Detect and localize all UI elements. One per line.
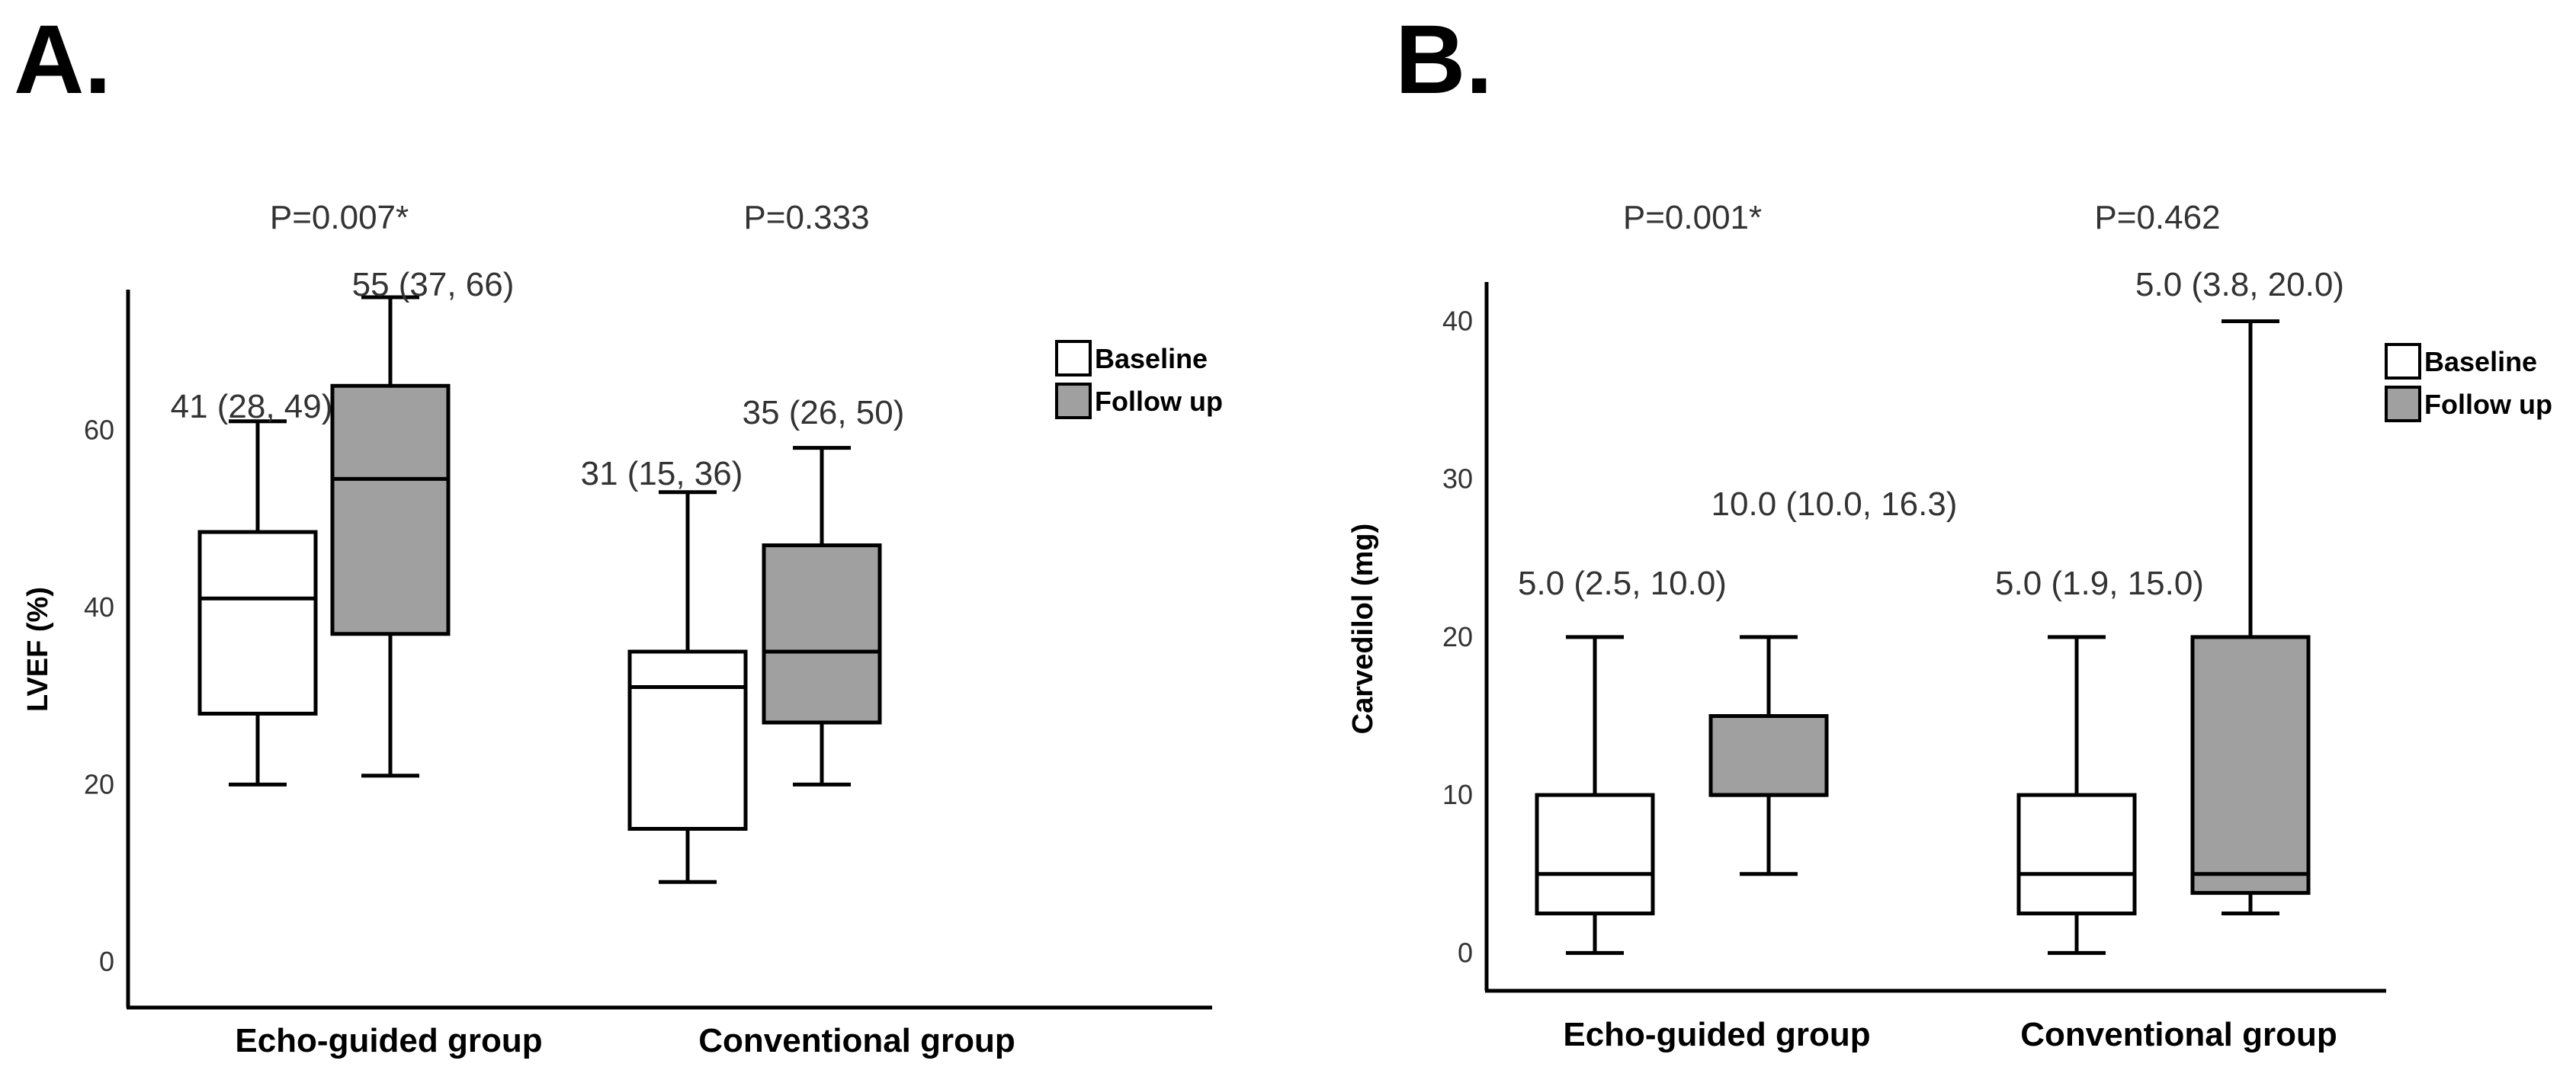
p-value-label: P=0.007* bbox=[270, 199, 409, 236]
y-tick-label: 0 bbox=[99, 946, 114, 977]
iqr-box bbox=[1708, 714, 1829, 797]
iqr-box bbox=[627, 649, 748, 831]
legend-label: Baseline bbox=[1095, 343, 1208, 374]
iqr-box bbox=[330, 383, 451, 636]
box-summary-label: 10.0 (10.0, 16.3) bbox=[1711, 485, 1958, 523]
box-follow-up: 10.0 (10.0, 16.3) bbox=[1708, 485, 1958, 876]
legend-label: Follow up bbox=[1095, 386, 1223, 417]
box-baseline: 5.0 (1.9, 15.0) bbox=[1995, 565, 2204, 955]
y-tick-label: 40 bbox=[84, 591, 114, 623]
iqr-box bbox=[197, 530, 318, 716]
p-value-label: P=0.333 bbox=[743, 199, 869, 236]
x-category-label: Echo-guided group bbox=[235, 1022, 542, 1059]
y-tick-label: 20 bbox=[1442, 621, 1473, 652]
box-summary-label: 5.0 (1.9, 15.0) bbox=[1995, 565, 2204, 602]
iqr-box bbox=[1535, 793, 1655, 916]
box-baseline: 31 (15, 36) bbox=[581, 455, 748, 884]
box-summary-label: 35 (26, 50) bbox=[743, 394, 905, 431]
y-tick-label: 20 bbox=[84, 768, 114, 799]
y-tick-label: 60 bbox=[84, 414, 114, 445]
y-axis-label: LVEF (%) bbox=[22, 587, 54, 712]
y-tick-label: 10 bbox=[1442, 779, 1473, 810]
legend-label: Follow up bbox=[2424, 389, 2552, 420]
box-summary-label: 31 (15, 36) bbox=[581, 455, 743, 492]
iqr-box bbox=[2016, 793, 2137, 916]
box-summary-label: 41 (28, 49) bbox=[171, 388, 333, 425]
x-category-label: Conventional group bbox=[2020, 1016, 2337, 1053]
panel-b: B. 0 10 20 30 40 Carvedilol (mg) Echo-guided gr… bbox=[1347, 5, 2552, 1053]
box-follow-up: 35 (26, 50) bbox=[743, 394, 905, 787]
legend-swatch-follow-up bbox=[2385, 386, 2421, 422]
legend-swatch-follow-up bbox=[1055, 383, 1092, 419]
legend: Baseline Follow up bbox=[1055, 340, 1223, 419]
y-tick-label: 0 bbox=[1458, 937, 1473, 968]
x-category-label: Conventional group bbox=[698, 1022, 1015, 1059]
p-value-label: P=0.001* bbox=[1623, 199, 1762, 236]
box-baseline: 41 (28, 49) bbox=[171, 388, 333, 787]
box-summary-label: 5.0 (2.5, 10.0) bbox=[1518, 565, 1727, 602]
box-summary-label: 5.0 (3.8, 20.0) bbox=[2135, 266, 2344, 303]
y-tick-label: 40 bbox=[1442, 305, 1473, 336]
panel-label: B. bbox=[1395, 5, 1493, 114]
panel-label: A. bbox=[14, 5, 111, 114]
iqr-box bbox=[2190, 635, 2311, 896]
panel-a: A. 0 20 40 60 LVEF (%) Echo-guided group Conven… bbox=[14, 5, 1223, 1059]
legend-swatch-baseline bbox=[2385, 343, 2421, 380]
box-follow-up: 5.0 (3.8, 20.0) bbox=[2135, 266, 2344, 916]
y-axis-label: Carvedilol (mg) bbox=[1347, 524, 1379, 735]
x-category-label: Echo-guided group bbox=[1563, 1016, 1870, 1053]
y-tick-label: 30 bbox=[1442, 463, 1473, 495]
legend-swatch-baseline bbox=[1055, 340, 1092, 376]
box-summary-label: 55 (37, 66) bbox=[352, 266, 515, 303]
legend: Baseline Follow up bbox=[2385, 343, 2552, 422]
box-follow-up: 55 (37, 66) bbox=[330, 266, 515, 778]
p-value-label: P=0.462 bbox=[2094, 199, 2220, 236]
iqr-box bbox=[762, 543, 882, 725]
box-baseline: 5.0 (2.5, 10.0) bbox=[1518, 565, 1727, 955]
legend-label: Baseline bbox=[2424, 346, 2537, 377]
